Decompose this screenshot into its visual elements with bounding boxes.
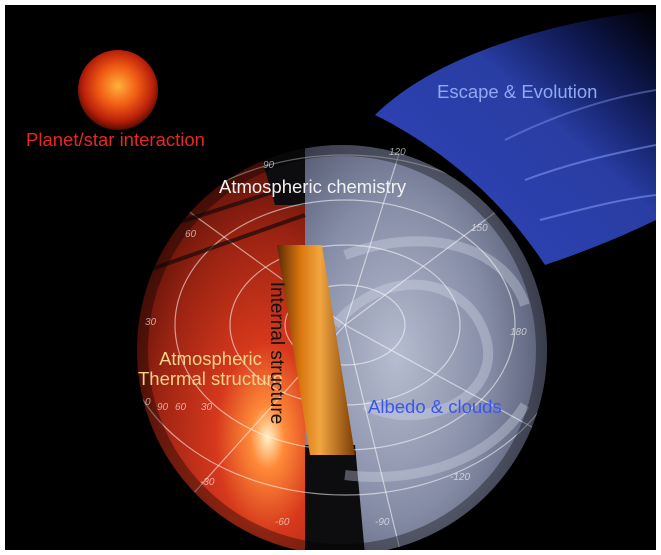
- tick-label: 30: [201, 402, 213, 413]
- tick-label: 180: [510, 327, 527, 338]
- escape-plume: [375, 10, 656, 265]
- tick-label: 60: [175, 402, 187, 413]
- label-thermal-line-2: Thermal structure: [138, 368, 283, 390]
- label-thermal-line-1: Atmospheric: [159, 348, 262, 369]
- tick-label: 120: [389, 147, 406, 158]
- planet-illustration: 90 120 150 180 60 30 0 -30 -60 -90 -120 …: [78, 10, 656, 550]
- label-escape-evolution: Escape & Evolution: [437, 81, 598, 102]
- label-internal-structure: Internal structure: [266, 281, 287, 425]
- figure-canvas: 90 120 150 180 60 30 0 -30 -60 -90 -120 …: [5, 5, 656, 550]
- tick-label: -120: [450, 472, 470, 483]
- tick-label: 0: [145, 397, 151, 408]
- tick-label: -30: [200, 477, 215, 488]
- tick-label: 90: [263, 160, 275, 171]
- star-icon: [78, 50, 158, 130]
- label-planet-star-interaction: Planet/star interaction: [26, 129, 205, 150]
- label-albedo-clouds: Albedo & clouds: [368, 396, 502, 417]
- dark-sector-bottom: [305, 445, 365, 550]
- tick-label: -60: [275, 517, 290, 528]
- tick-label: 150: [471, 223, 488, 234]
- label-atmospheric-chemistry: Atmospheric chemistry: [219, 176, 407, 197]
- label-thermal-structure: Atmospheric Thermal structure: [138, 348, 283, 390]
- tick-label: 60: [185, 229, 197, 240]
- tick-label: -90: [375, 517, 390, 528]
- tick-label: 90: [157, 402, 169, 413]
- internal-structure-band: [277, 245, 355, 455]
- grid-tick-labels: 90 120 150 180 60 30 0 -30 -60 -90 -120 …: [145, 147, 527, 528]
- tick-label: 30: [145, 317, 157, 328]
